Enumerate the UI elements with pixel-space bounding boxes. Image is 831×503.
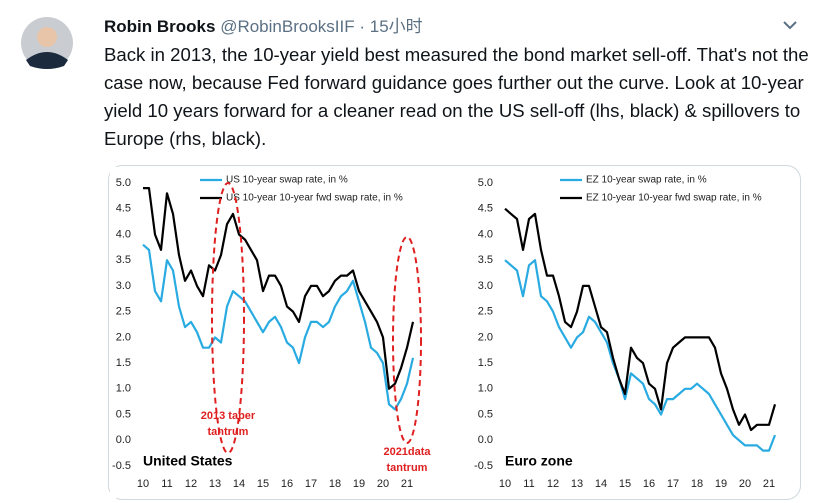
y-tick-label: 4.0 xyxy=(478,228,493,240)
x-tick-label: 18 xyxy=(691,478,703,490)
y-tick-label: 0.5 xyxy=(116,408,131,420)
separator: · xyxy=(359,17,366,36)
series-line xyxy=(143,187,415,390)
x-tick-label: 10 xyxy=(499,478,511,490)
y-tick-label: 0.0 xyxy=(478,434,493,446)
y-tick-label: -0.5 xyxy=(112,460,131,472)
x-tick-label: 11 xyxy=(523,478,534,490)
y-tick-label: 0.5 xyxy=(478,408,493,420)
tweet-header: Robin Brooks @RobinBrooksIIF · 15小时 xyxy=(104,12,423,37)
x-tick-label: 18 xyxy=(329,478,341,490)
y-tick-label: 3.0 xyxy=(478,280,493,292)
x-tick-label: 20 xyxy=(739,478,751,490)
legend-label: EZ 10-year 10-year fwd swap rate, in % xyxy=(586,193,762,204)
x-tick-label: 13 xyxy=(571,478,583,490)
series-line xyxy=(504,259,777,452)
y-tick-label: 2.5 xyxy=(116,306,131,318)
x-tick-label: 12 xyxy=(185,478,197,490)
x-tick-label: 14 xyxy=(233,478,245,490)
y-tick-label: 3.0 xyxy=(116,280,131,292)
tweet-text: Back in 2013, the 10-year yield best mea… xyxy=(104,44,809,149)
y-tick-label: 1.0 xyxy=(116,383,131,395)
highlight-ellipse xyxy=(211,182,245,454)
legend-label: US 10-year 10-year fwd swap rate, in % xyxy=(226,193,403,204)
y-tick-label: -0.5 xyxy=(474,460,493,472)
chart-left-bg xyxy=(110,167,452,498)
y-tick-label: 4.5 xyxy=(478,203,493,215)
y-tick-label: 1.5 xyxy=(116,357,131,369)
x-tick-label: 14 xyxy=(595,478,607,490)
x-tick-label: 20 xyxy=(377,478,389,490)
x-tick-label: 17 xyxy=(667,478,679,490)
region-label: Euro zone xyxy=(505,453,573,469)
y-tick-label: 0.0 xyxy=(116,434,131,446)
x-tick-label: 16 xyxy=(281,478,293,490)
x-tick-label: 21 xyxy=(401,478,413,490)
author-handle[interactable]: @RobinBrooksIIF xyxy=(220,17,355,36)
y-tick-label: 2.0 xyxy=(478,331,493,343)
legend-label: EZ 10-year swap rate, in % xyxy=(586,175,707,186)
author-name[interactable]: Robin Brooks xyxy=(104,17,216,36)
highlight-ellipse xyxy=(392,236,422,444)
annotation: tantrum xyxy=(387,462,428,474)
x-tick-label: 19 xyxy=(715,478,727,490)
avatar-face xyxy=(37,27,57,47)
x-tick-label: 11 xyxy=(161,478,172,490)
timestamp[interactable]: 15小时 xyxy=(369,17,423,36)
y-tick-label: 5.0 xyxy=(116,177,131,189)
y-tick-label: 4.0 xyxy=(116,228,131,240)
y-tick-label: 1.5 xyxy=(478,357,493,369)
annotation: 2021data xyxy=(383,446,431,458)
menu-chevron[interactable] xyxy=(783,21,797,30)
y-tick-label: 1.0 xyxy=(478,383,493,395)
series-line xyxy=(504,207,777,432)
legend-label: US 10-year swap rate, in % xyxy=(226,175,348,186)
y-tick-label: 5.0 xyxy=(478,177,493,189)
y-tick-label: 4.5 xyxy=(116,203,131,215)
y-tick-label: 2.0 xyxy=(116,331,131,343)
x-tick-label: 15 xyxy=(257,478,269,490)
x-tick-label: 10 xyxy=(137,478,149,490)
x-tick-label: 13 xyxy=(209,478,221,490)
x-tick-label: 19 xyxy=(353,478,365,490)
avatar-suit xyxy=(26,52,68,69)
x-tick-label: 15 xyxy=(619,478,631,490)
x-tick-label: 12 xyxy=(547,478,559,490)
x-tick-label: 21 xyxy=(763,478,775,490)
x-tick-label: 17 xyxy=(305,478,317,490)
annotation: tantrum xyxy=(208,426,249,438)
x-tick-label: 16 xyxy=(643,478,655,490)
y-tick-label: 3.5 xyxy=(478,254,493,266)
y-tick-label: 3.5 xyxy=(116,254,131,266)
y-tick-label: 2.5 xyxy=(478,306,493,318)
series-line xyxy=(142,243,415,411)
annotation: 2013 taper xyxy=(201,410,256,422)
region-label: United States xyxy=(143,453,233,469)
